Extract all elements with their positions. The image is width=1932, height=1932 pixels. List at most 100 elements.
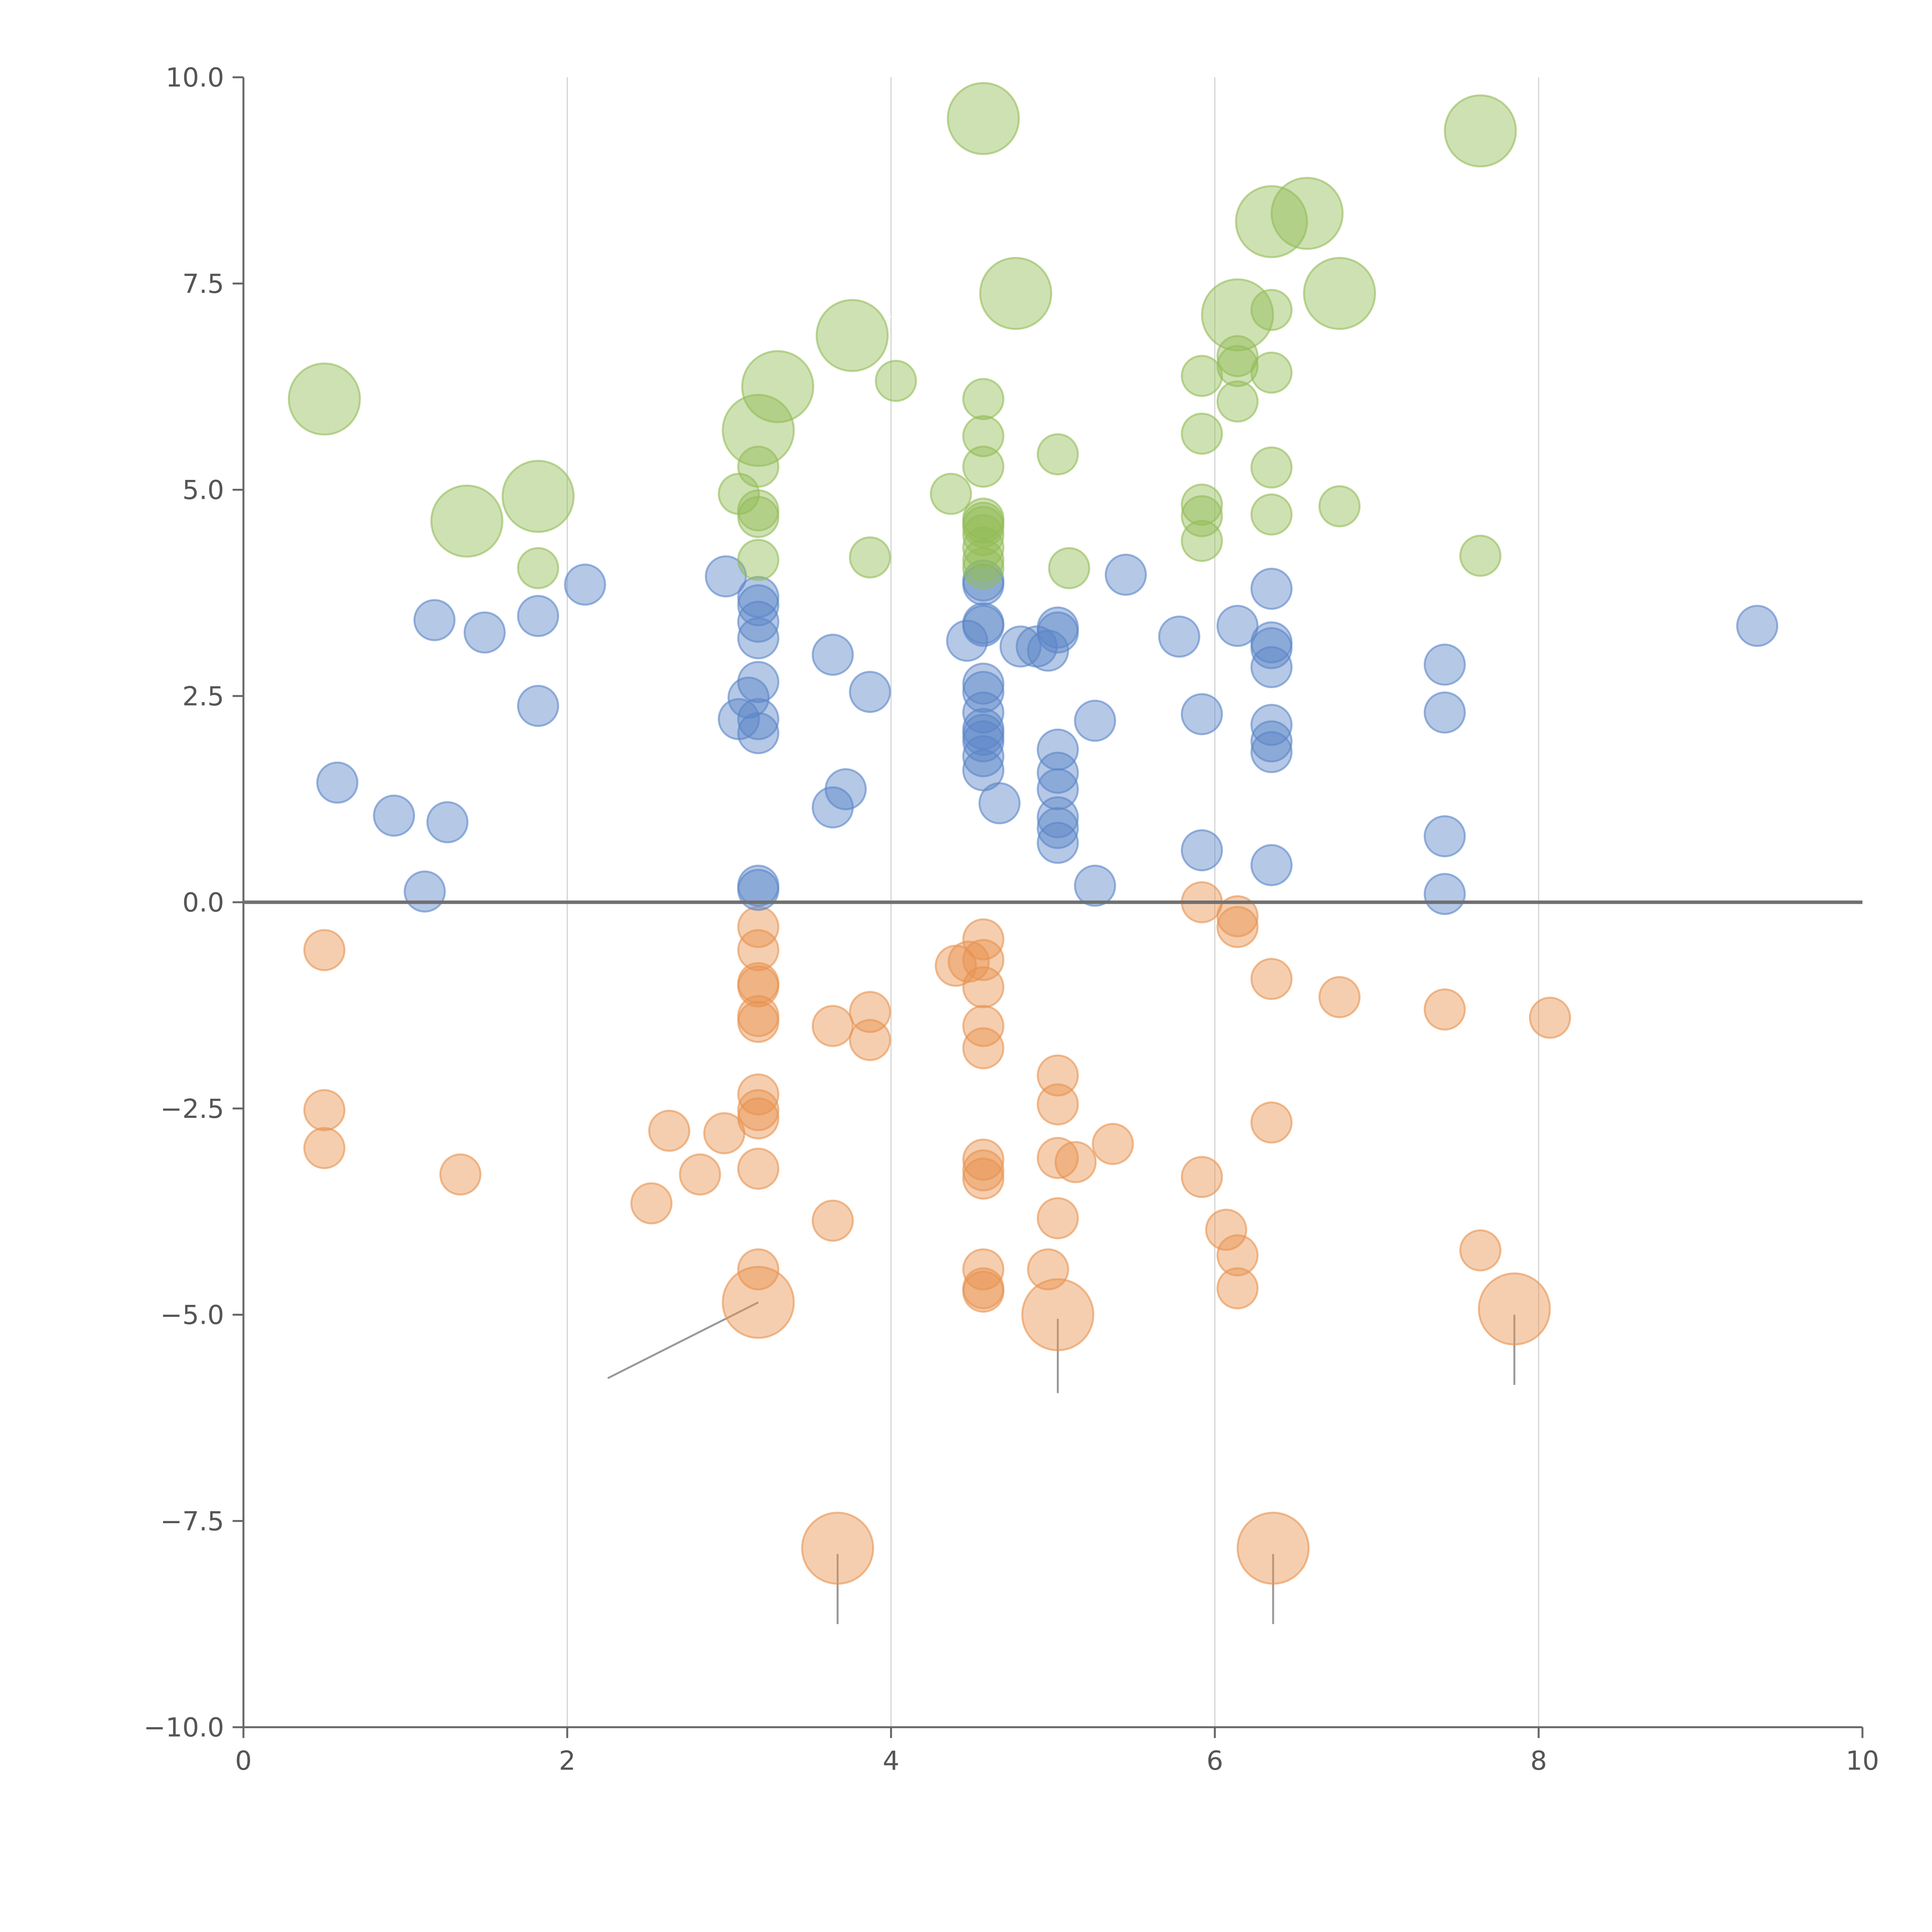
- blue-point: [978, 782, 1021, 825]
- blue-point: [1250, 720, 1293, 763]
- green-point: [962, 547, 1005, 589]
- blue-point: [849, 671, 891, 713]
- axes: [233, 76, 1864, 1738]
- annotation-leader-line-light: [1339, 293, 1361, 308]
- blue-point: [962, 708, 1005, 750]
- blue-point: [1074, 699, 1116, 742]
- orange-point: [1037, 1137, 1079, 1179]
- annotation-leader-line-light: [964, 116, 983, 119]
- blue-point: [1250, 844, 1293, 886]
- orange-point: [1216, 1267, 1259, 1310]
- green-point: [1250, 289, 1293, 331]
- blue-point: [1037, 807, 1079, 849]
- blue-point: [413, 599, 456, 641]
- green-point: [737, 496, 779, 538]
- green-point: [1318, 485, 1361, 527]
- y-tick-label: −10.0: [144, 1713, 224, 1743]
- blue-point: [811, 634, 854, 676]
- orange-point: [1318, 976, 1361, 1019]
- orange-point: [737, 929, 779, 971]
- orange-point: [679, 1153, 721, 1196]
- orange-point: [1216, 1234, 1259, 1277]
- blue-point: [1037, 796, 1079, 838]
- data-points: [288, 82, 1779, 1585]
- orange-point: [962, 966, 1005, 1009]
- orange-point: [962, 1248, 1005, 1291]
- green-point: [1459, 534, 1502, 577]
- green-point: [1180, 355, 1223, 397]
- x-tick-label: 0: [235, 1746, 252, 1776]
- green-point: [962, 446, 1005, 488]
- blue-point: [564, 563, 606, 606]
- annotation-leader-line-light: [1480, 130, 1515, 140]
- orange-point: [811, 1199, 854, 1242]
- green-point: [1037, 433, 1079, 476]
- y-tick-label: 0.0: [182, 888, 224, 918]
- blue-point: [403, 870, 446, 913]
- annotation-leader-line-light: [466, 495, 539, 522]
- blue-point: [1423, 815, 1466, 857]
- green-point: [517, 547, 560, 589]
- blue-point: [1105, 553, 1147, 596]
- orange-point: [1180, 1156, 1223, 1198]
- green-point: [1180, 520, 1223, 562]
- orange-point: [811, 1005, 854, 1047]
- green-point: [1180, 495, 1223, 537]
- blue-point: [1180, 829, 1223, 871]
- blue-point: [316, 761, 359, 804]
- blue-point: [1037, 752, 1079, 794]
- green-point: [737, 539, 779, 581]
- green-large-point: [815, 299, 889, 372]
- green-large-point: [288, 362, 361, 436]
- orange-point: [1529, 997, 1571, 1039]
- blue-point: [1250, 568, 1293, 610]
- orange-point: [1054, 1141, 1097, 1184]
- blue-point: [1250, 646, 1293, 689]
- orange-large-point: [1236, 1512, 1310, 1585]
- green-point: [1250, 446, 1293, 489]
- blue-point: [962, 662, 1005, 705]
- blue-point: [999, 625, 1042, 668]
- green-point: [1216, 380, 1259, 423]
- green-large-point: [1270, 177, 1344, 250]
- orange-point: [303, 1089, 345, 1131]
- green-point: [962, 415, 1005, 457]
- x-tick-label: 8: [1530, 1746, 1547, 1776]
- green-large-point: [1201, 278, 1274, 352]
- y-tick-label: 10.0: [166, 63, 224, 93]
- blue-point: [1423, 643, 1466, 686]
- blue-point: [737, 661, 779, 703]
- green-large-point: [947, 82, 1020, 155]
- annotation-leader-line-light: [323, 378, 338, 400]
- orange-point: [1216, 895, 1259, 937]
- blue-point: [946, 619, 988, 662]
- orange-point: [1092, 1123, 1134, 1165]
- blue-point: [737, 576, 779, 618]
- blue-point: [517, 685, 560, 727]
- green-large-point: [979, 257, 1053, 330]
- orange-point: [648, 1109, 690, 1152]
- green-large-point: [1235, 185, 1308, 259]
- green-point: [1216, 335, 1259, 378]
- x-tick-label: 10: [1846, 1746, 1879, 1776]
- blue-point: [737, 869, 779, 911]
- orange-large-point: [1478, 1272, 1551, 1346]
- green-large-point: [502, 460, 575, 533]
- orange-point: [737, 1148, 779, 1190]
- green-point: [875, 360, 917, 402]
- y-tick-label: −5.0: [160, 1300, 224, 1331]
- x-tick-label: 4: [883, 1746, 899, 1776]
- green-point: [962, 378, 1005, 420]
- orange-point: [630, 1182, 673, 1225]
- orange-point: [1250, 958, 1293, 1000]
- orange-point: [1205, 1209, 1247, 1251]
- y-tick-label: −7.5: [160, 1506, 224, 1537]
- blue-point: [737, 617, 779, 660]
- blue-point: [737, 600, 779, 643]
- green-large-point: [1444, 94, 1517, 168]
- blue-point: [517, 595, 560, 637]
- green-point: [1180, 412, 1223, 455]
- blue-point: [1158, 616, 1201, 658]
- green-point: [962, 514, 1005, 556]
